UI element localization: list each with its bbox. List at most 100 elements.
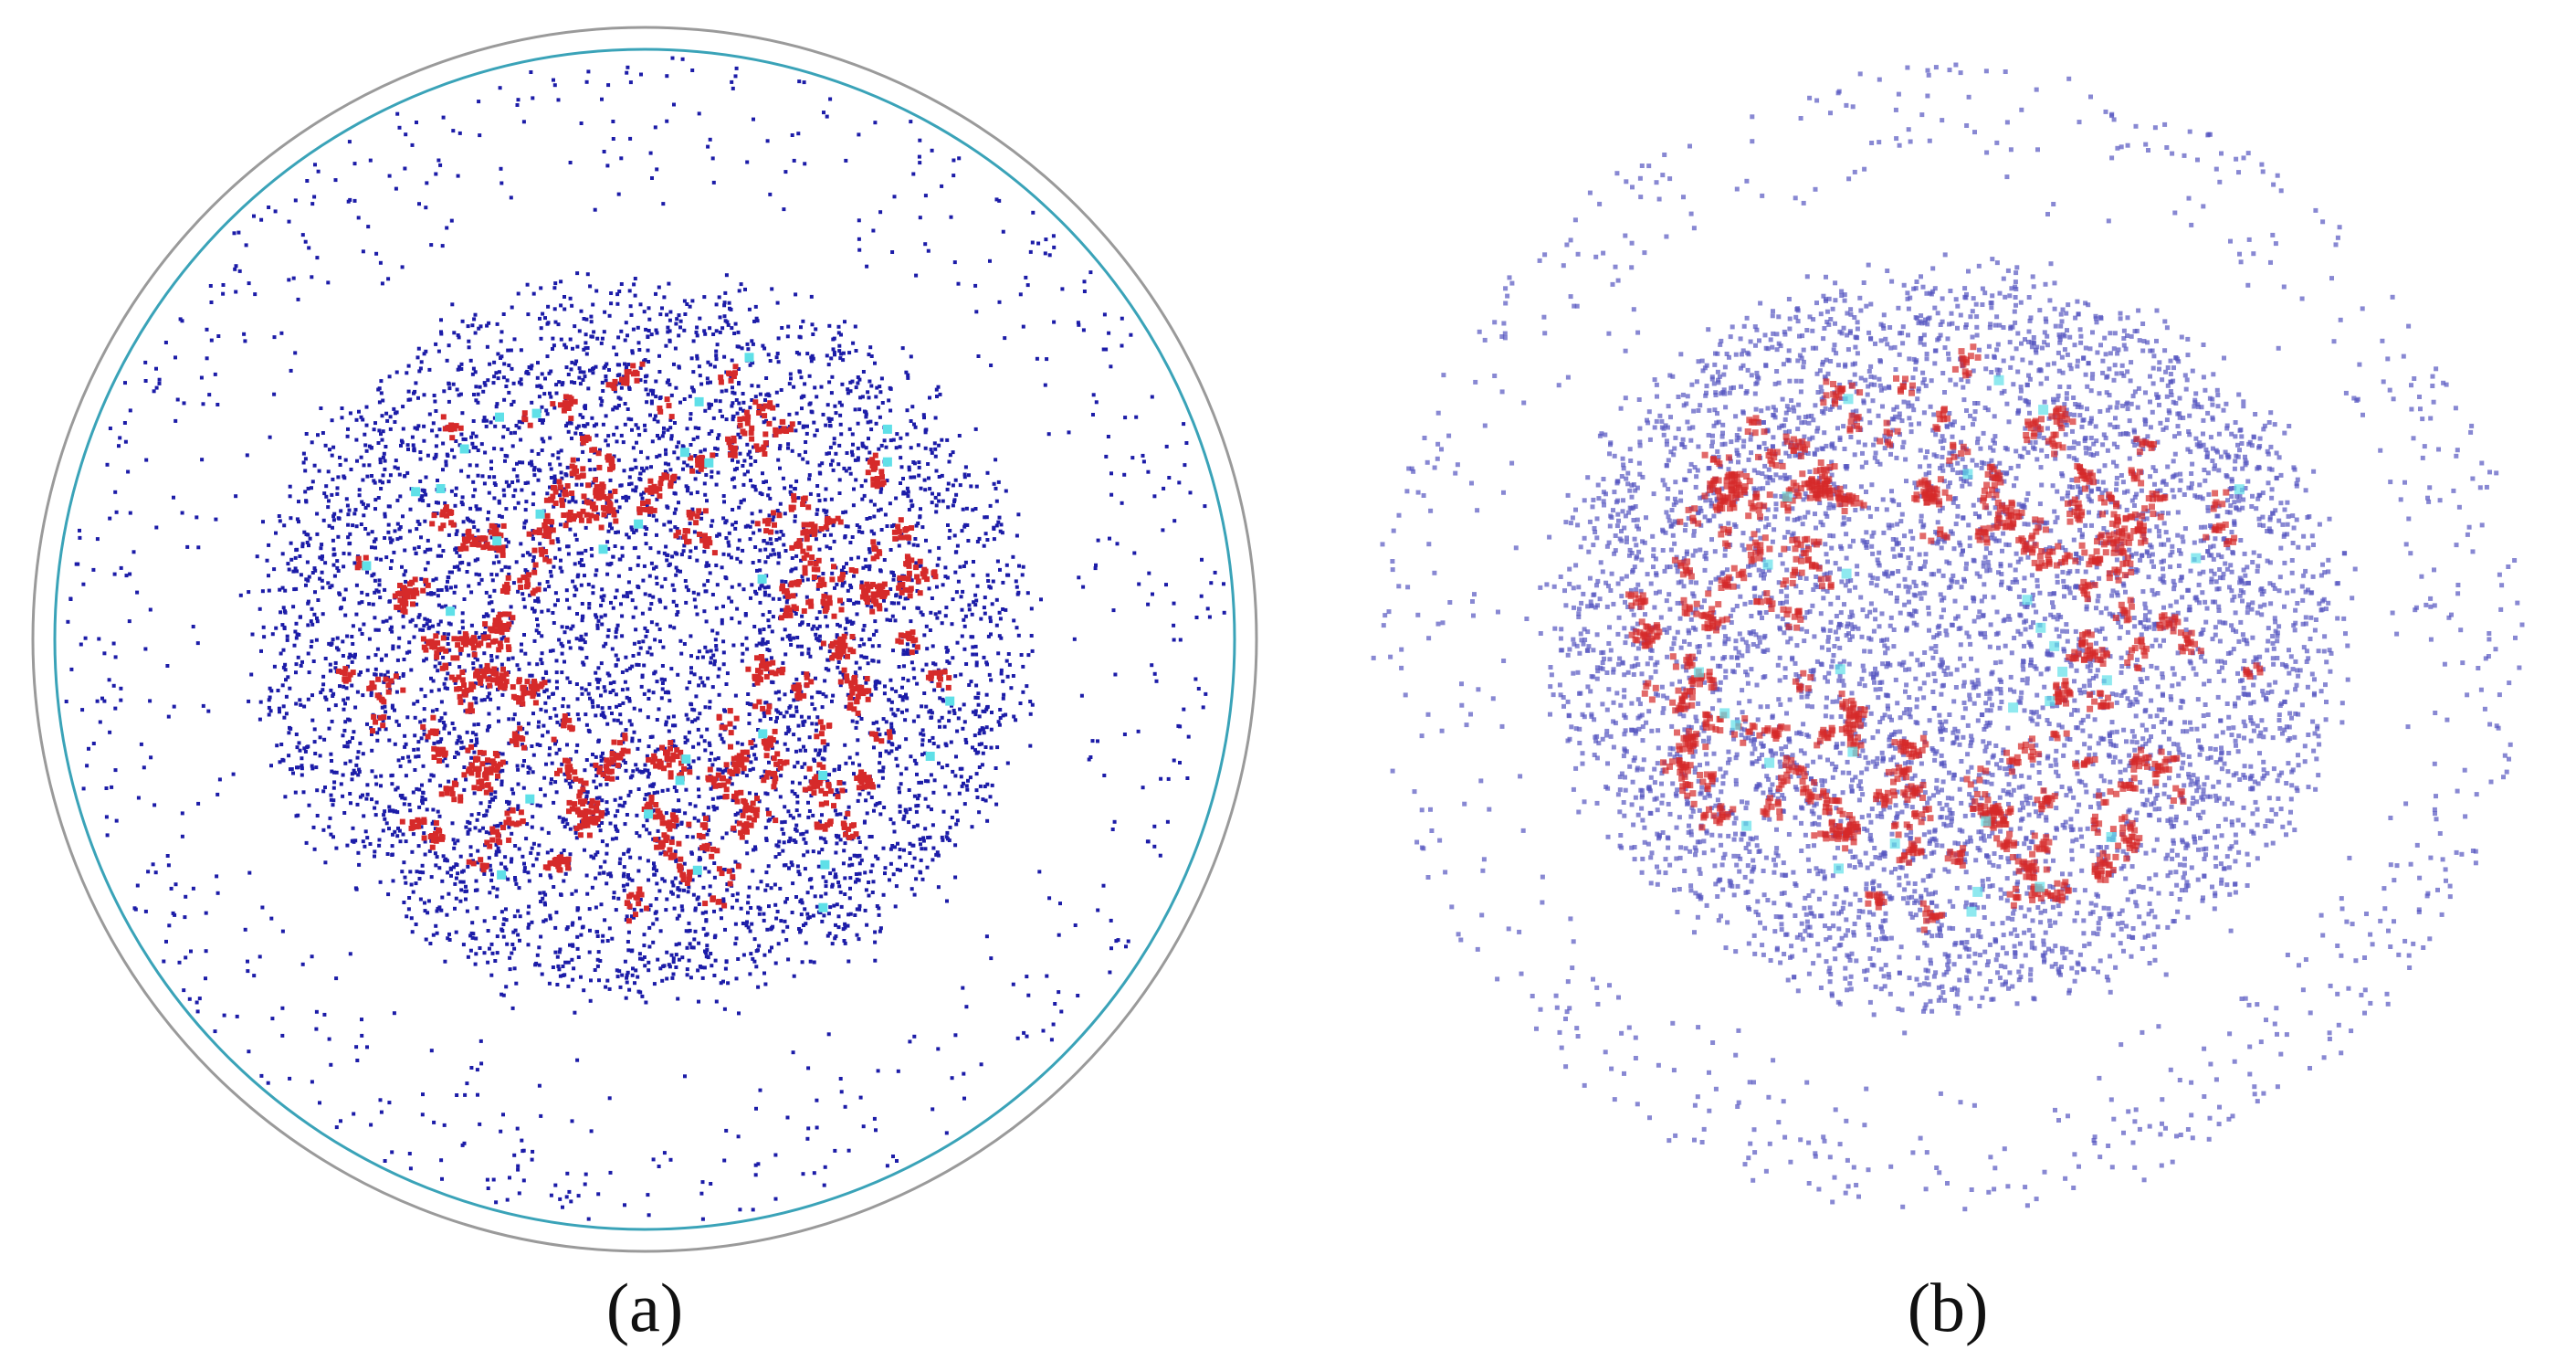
particle bbox=[688, 394, 692, 398]
particle bbox=[356, 850, 361, 855]
particle bbox=[1014, 579, 1018, 584]
particle bbox=[730, 79, 734, 84]
particle bbox=[594, 422, 599, 427]
particle bbox=[422, 438, 426, 443]
particle bbox=[143, 360, 148, 364]
particle bbox=[394, 690, 399, 694]
particle bbox=[815, 508, 820, 512]
particle bbox=[503, 453, 508, 458]
particle bbox=[704, 619, 709, 624]
particle bbox=[634, 968, 638, 973]
particle bbox=[929, 773, 933, 777]
particle bbox=[608, 478, 613, 482]
particle bbox=[291, 771, 295, 775]
particle bbox=[957, 434, 962, 438]
particle bbox=[887, 398, 891, 403]
particle bbox=[446, 671, 450, 676]
particle bbox=[589, 978, 593, 983]
particle bbox=[118, 436, 122, 440]
particle bbox=[864, 846, 868, 850]
particle bbox=[470, 431, 475, 436]
particle bbox=[667, 691, 671, 695]
particle bbox=[575, 712, 580, 717]
particle bbox=[664, 452, 668, 457]
particle bbox=[182, 988, 186, 993]
particle bbox=[582, 563, 585, 567]
particle bbox=[629, 481, 634, 486]
particle bbox=[123, 439, 128, 444]
particle bbox=[381, 429, 385, 434]
particle bbox=[136, 796, 141, 800]
particle bbox=[889, 524, 894, 529]
particle bbox=[970, 612, 974, 617]
particle bbox=[1146, 839, 1151, 844]
particle bbox=[923, 751, 928, 755]
particle bbox=[612, 718, 616, 722]
particle bbox=[477, 100, 481, 104]
particle bbox=[794, 808, 799, 813]
particle bbox=[566, 704, 571, 709]
particle bbox=[573, 381, 577, 385]
particle bbox=[397, 527, 402, 532]
particle bbox=[663, 461, 668, 466]
particle bbox=[468, 933, 473, 938]
particle bbox=[476, 722, 480, 726]
particle bbox=[605, 722, 610, 726]
particle bbox=[729, 555, 733, 560]
particle bbox=[788, 490, 793, 494]
particle bbox=[482, 651, 487, 656]
particle bbox=[646, 859, 650, 863]
particle bbox=[873, 958, 878, 963]
particle bbox=[516, 807, 520, 811]
particle bbox=[444, 463, 448, 468]
particle bbox=[757, 641, 762, 646]
particle bbox=[1087, 757, 1091, 762]
particle bbox=[504, 985, 509, 989]
particle bbox=[931, 661, 936, 666]
particle bbox=[545, 730, 550, 734]
particle bbox=[589, 763, 594, 767]
particle bbox=[481, 389, 486, 394]
particle bbox=[605, 634, 610, 638]
particle bbox=[919, 564, 923, 568]
particle bbox=[615, 775, 620, 780]
particle bbox=[885, 479, 889, 483]
particle bbox=[373, 667, 378, 671]
particle bbox=[579, 558, 584, 562]
particle bbox=[709, 660, 713, 665]
particle bbox=[855, 612, 859, 617]
particle bbox=[770, 629, 774, 634]
particle bbox=[430, 821, 435, 826]
particle bbox=[280, 1006, 285, 1010]
particle bbox=[81, 582, 86, 586]
particle bbox=[632, 641, 636, 646]
particle bbox=[576, 955, 581, 959]
particle bbox=[626, 363, 631, 366]
particle bbox=[607, 926, 612, 931]
particle bbox=[605, 978, 610, 983]
particle bbox=[840, 601, 845, 606]
particle bbox=[767, 760, 771, 765]
particle bbox=[475, 817, 479, 822]
particle bbox=[451, 838, 456, 842]
particle bbox=[455, 741, 459, 745]
particle bbox=[796, 723, 801, 728]
particle bbox=[857, 871, 862, 876]
particle bbox=[490, 578, 495, 583]
particle bbox=[922, 633, 927, 638]
particle bbox=[668, 699, 672, 703]
particle bbox=[568, 527, 573, 532]
particle bbox=[352, 768, 356, 773]
particle bbox=[648, 151, 653, 155]
particle bbox=[573, 889, 578, 893]
particle bbox=[651, 392, 655, 396]
particle bbox=[655, 167, 659, 172]
particle bbox=[1146, 602, 1151, 606]
particle bbox=[339, 782, 343, 786]
particle bbox=[812, 960, 816, 965]
particle bbox=[144, 458, 149, 462]
particle bbox=[475, 906, 479, 911]
particle bbox=[523, 651, 528, 656]
particle bbox=[577, 561, 582, 565]
particle bbox=[329, 832, 333, 837]
